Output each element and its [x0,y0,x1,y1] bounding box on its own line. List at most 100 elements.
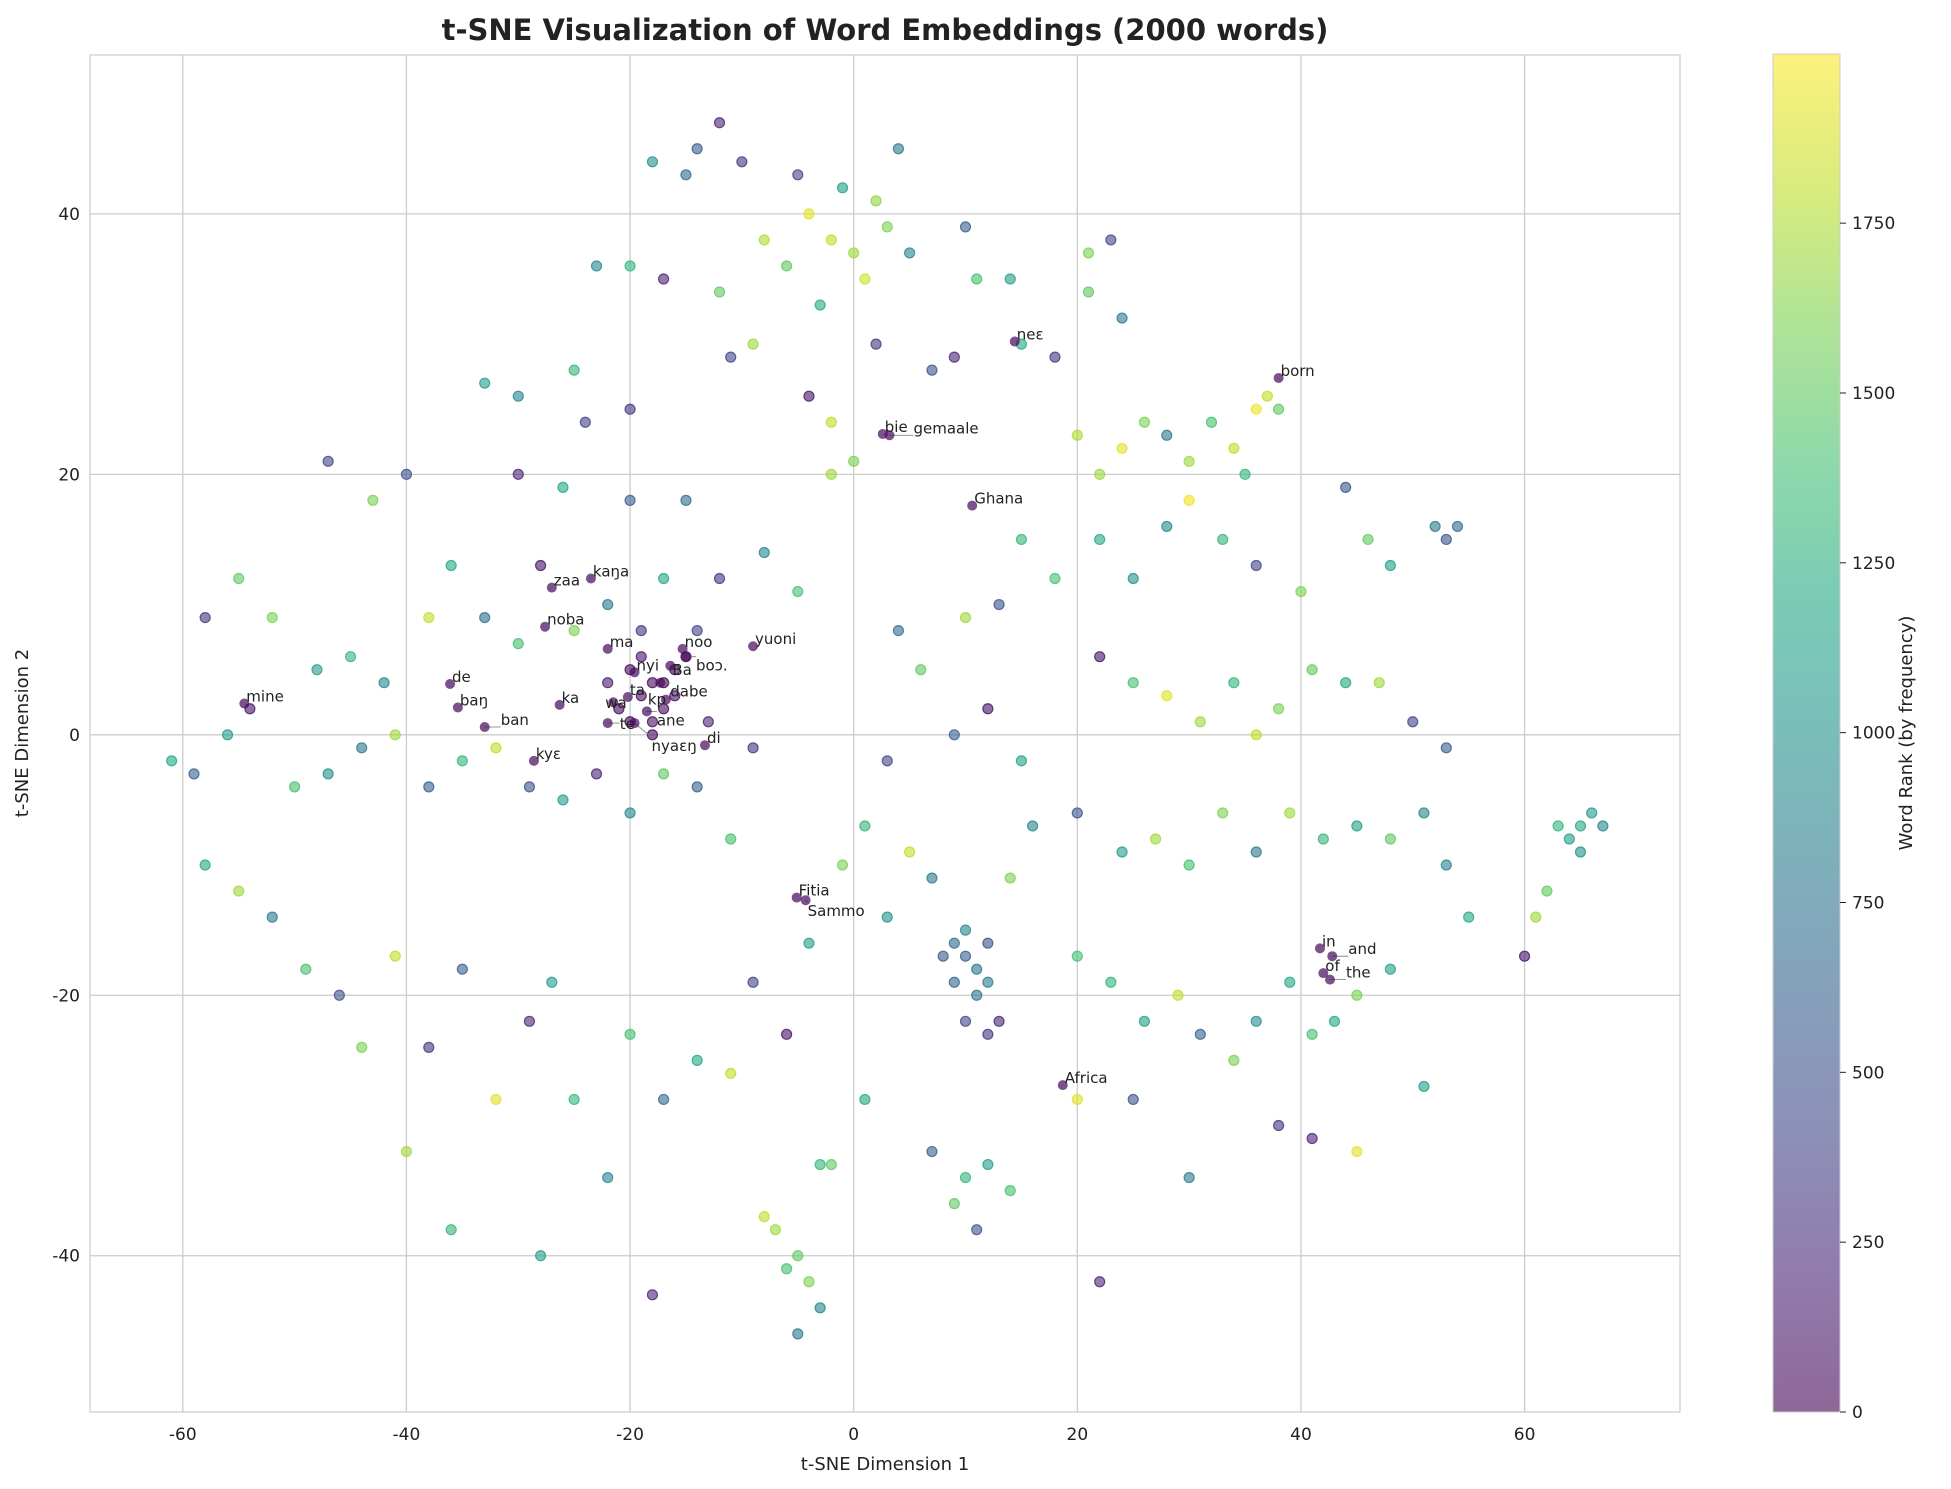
data-point [1138,416,1151,428]
data-point [825,1158,837,1171]
data-point [311,664,323,676]
data-point [1440,742,1452,754]
data-point [221,729,234,741]
annotated-point [680,651,691,662]
data-point [1217,807,1229,819]
data-point [1384,963,1397,975]
data-point [356,1041,368,1053]
data-point [825,468,837,480]
data-point [646,729,659,741]
annotated-point [677,643,688,654]
data-point [1094,468,1106,480]
data-point [1306,664,1318,676]
data-point [848,455,860,467]
data-point [825,234,837,246]
data-point [903,247,916,259]
y-tick-label: -20 [52,986,80,1006]
data-point [1574,846,1587,858]
data-point [1384,833,1397,845]
data-point [646,156,659,168]
data-point [1250,559,1262,572]
colorbar-tick-label: 0 [1852,1403,1863,1423]
data-point [579,416,591,428]
annotated-point [1325,974,1336,985]
word-label: kp [648,691,666,709]
data-point [1183,1171,1195,1184]
data-point [1082,286,1095,298]
data-point [870,338,882,350]
data-point [624,403,636,415]
data-point [1183,455,1195,467]
data-point [1116,312,1128,324]
data-point [512,468,524,480]
data-point [523,781,536,793]
data-point [1440,533,1452,546]
data-point [568,1093,580,1106]
data-point [557,481,569,493]
word-label: Ba [672,661,691,679]
data-point [378,677,390,689]
data-point [445,559,457,572]
annotated-point [791,892,802,903]
word-label: baŋ [460,691,488,709]
data-point [948,937,960,949]
data-point [568,364,580,376]
data-point [523,1015,536,1027]
y-tick-label: 0 [69,726,80,746]
word-label: of [1325,957,1340,975]
data-point [624,494,636,506]
data-point [1384,559,1397,572]
data-point [792,169,804,181]
data-point [713,117,726,129]
data-point [758,1211,770,1223]
data-point [747,976,759,988]
data-point [859,820,871,832]
data-point [1340,481,1352,493]
data-point [1418,1080,1430,1093]
data-point [937,950,949,962]
data-point [959,1171,972,1184]
word-label: Fitia [799,882,830,900]
data-point [792,585,804,598]
data-point [1172,989,1184,1001]
word-label: in [1322,932,1336,950]
data-point [456,963,468,975]
y-tick-label: -40 [52,1247,80,1267]
data-point [658,273,670,285]
word-label: de [452,668,471,686]
data-point [1586,807,1598,819]
colorbar-label: Word Rank (by frequency) [1896,616,1917,851]
data-point [803,390,815,402]
word-label: nyaɛŋ [652,737,697,755]
data-point [1094,533,1106,546]
data-point [1015,533,1028,546]
annotated-point [655,677,666,688]
data-point [624,807,636,819]
data-point [1407,716,1419,728]
word-label: wa [605,694,626,712]
word-label: kaŋa [593,563,629,581]
annotated-point [622,692,633,703]
data-point [602,677,614,689]
data-point [1239,468,1251,480]
data-point [1071,950,1083,962]
data-point [1261,390,1274,402]
colorbar-tick-label: 1750 [1852,214,1895,234]
data-point [781,260,793,272]
annotated-point [660,694,671,705]
data-point [948,351,960,363]
data-point [423,611,435,624]
data-point [1049,572,1061,585]
data-point [1250,846,1262,858]
annotated-point [641,706,652,717]
data-point [959,221,972,233]
data-point [322,455,334,467]
annotated-point [602,643,613,654]
x-axis-label: t-SNE Dimension 1 [801,1454,969,1475]
data-point [1183,494,1195,506]
word-label: neɛ [1017,326,1044,344]
data-point [490,1093,502,1106]
data-point [915,664,927,676]
data-point [1306,1028,1318,1040]
word-label: dabe [670,683,707,701]
